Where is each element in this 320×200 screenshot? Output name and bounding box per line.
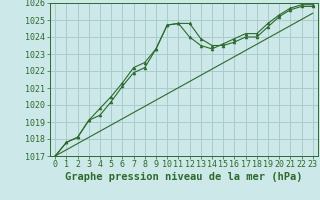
X-axis label: Graphe pression niveau de la mer (hPa): Graphe pression niveau de la mer (hPa): [65, 172, 303, 182]
